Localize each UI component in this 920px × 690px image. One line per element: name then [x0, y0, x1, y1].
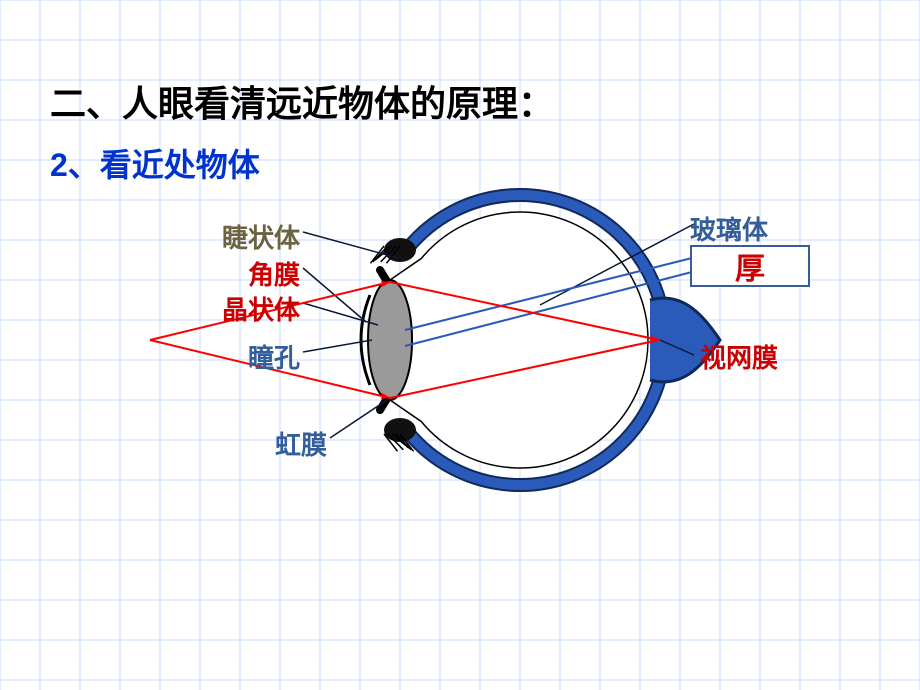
label-ciliary: 睫状体	[222, 218, 300, 255]
lens-state-text: 厚	[735, 244, 765, 288]
label-pupil: 瞳孔	[248, 338, 300, 375]
lens-state-box: 厚	[690, 245, 810, 287]
label-cornea: 角膜	[248, 255, 300, 292]
label-iris: 虹膜	[275, 425, 327, 462]
label-lens: 晶状体	[222, 290, 300, 327]
eye-diagram	[0, 0, 920, 690]
label-retina: 视网膜	[700, 338, 778, 375]
slide-content: 二、人眼看清远近物体的原理： 2、看近处物体 厚 睫状体角膜晶状体瞳孔虹膜玻璃体…	[0, 0, 920, 690]
label-vitreous: 玻璃体	[690, 210, 768, 247]
